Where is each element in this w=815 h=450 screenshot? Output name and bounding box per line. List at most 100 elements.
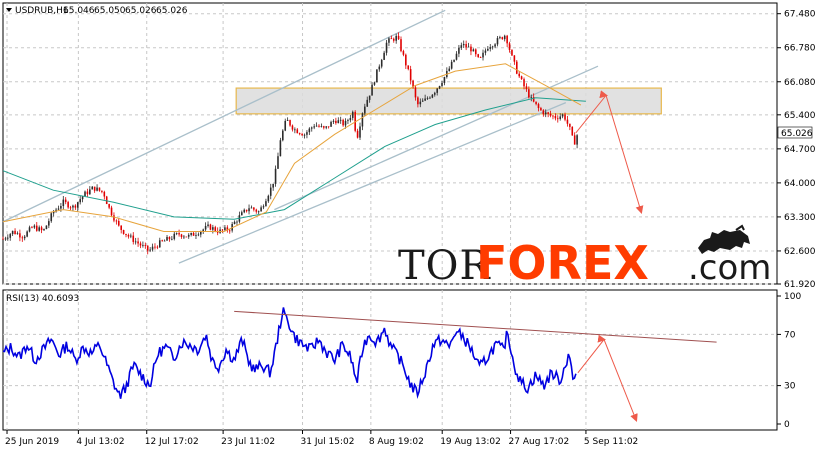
candle-body [224,227,226,231]
candle-body [373,82,376,85]
candle-body [11,230,14,235]
candle-body [125,233,127,235]
candle-body [535,101,537,105]
candle-body [330,121,332,127]
candle-body [569,123,571,127]
candle-body [566,119,569,124]
candle-body [489,47,492,49]
candle-body [45,225,48,230]
ma-slow-line [2,97,586,220]
price-y-axis: 67.480 66.780 66.080 65.400 64.700 64.000 63.3… [777,10,815,290]
rsi-trendline [234,310,717,343]
candle-body [185,236,188,238]
candle-body [178,233,180,235]
candle-body [532,96,535,102]
ohlc-low: 65.026 [125,6,157,16]
candle-body [21,237,24,239]
candle-body [511,50,513,56]
candle-body [564,114,566,120]
candle-body [64,199,67,203]
candle-body [187,234,190,237]
candle-body [130,235,132,237]
candle-body [33,225,36,228]
candle-body [484,50,487,53]
candle-body [9,234,12,238]
candle-body [43,229,45,231]
candle-body [151,246,154,250]
candle-body [472,49,475,52]
candle-body [84,191,86,197]
symbol-label: USDRUB,H1 [15,6,69,16]
rsi-forecast-arrow [577,334,638,423]
candle-body [552,115,554,117]
candle-body [462,44,465,46]
candle-body [120,225,122,230]
candle-body [279,140,282,157]
candle-body [542,110,545,115]
time-tick-label: 23 Jul 11:02 [221,437,275,447]
candle-body [294,129,296,131]
candle-body [402,51,405,55]
candle-body [163,240,166,242]
candle-body [103,191,106,197]
candle-body [207,224,209,227]
candle-body [91,186,94,190]
candle-body [325,126,328,128]
candle-body [241,212,243,216]
candle-body [274,168,277,184]
candle-body [559,116,562,119]
candle-body [291,125,294,130]
candle-body [368,95,371,100]
candle-body [335,120,337,124]
candle-body [204,226,207,230]
candle-body [528,89,530,98]
candle-body [376,69,378,83]
candle-body [52,211,55,214]
candle-body [347,120,349,121]
candle-body [267,195,270,202]
price-tick-label: 65.400 [784,111,815,121]
candle-body [282,130,284,141]
candle-body [351,111,354,118]
candle-body [110,207,113,216]
candle-body [429,97,431,99]
candle-body [400,39,402,52]
candle-body [467,46,470,48]
last-price-label: 65.026 [777,126,813,139]
candle-body [455,53,458,60]
candle-body [86,191,89,195]
candle-body [171,238,173,240]
candle-body [74,205,77,208]
candle-body [503,35,506,40]
candle-body [255,209,258,212]
rsi-tick-label: 100 [784,292,801,302]
candle-body [142,245,144,246]
candle-body [383,52,385,60]
candle-body [364,106,366,114]
candle-body [458,47,460,54]
candle-body [62,199,65,206]
candle-body [556,118,559,120]
logo-com-text: .com [688,248,771,288]
candle-body [146,245,149,251]
time-tick-label: 5 Sep 11:02 [584,437,638,447]
price-frame [2,2,778,285]
time-tick-label: 31 Jul 15:02 [301,437,355,447]
time-tick-label: 19 Aug 13:02 [440,437,501,447]
torforex-logo: TOR FOREX .com [398,224,771,290]
candle-body [443,77,446,83]
candle-body [245,209,248,212]
rsi-panel: 100 70 30 0 RSI(13) 40.6093 [2,289,801,431]
candle-body [392,38,395,41]
price-tick-label: 66.780 [784,44,815,54]
rsi-tick-label: 70 [784,330,796,340]
rsi-frame [2,289,778,431]
candle-body [248,208,250,212]
price-tick-label: 63.300 [784,213,815,223]
price-forecast-arrow [575,90,644,214]
bull-icon [698,224,750,254]
candle-body [195,235,197,236]
candle-body [35,225,38,231]
candle-body [243,209,246,213]
